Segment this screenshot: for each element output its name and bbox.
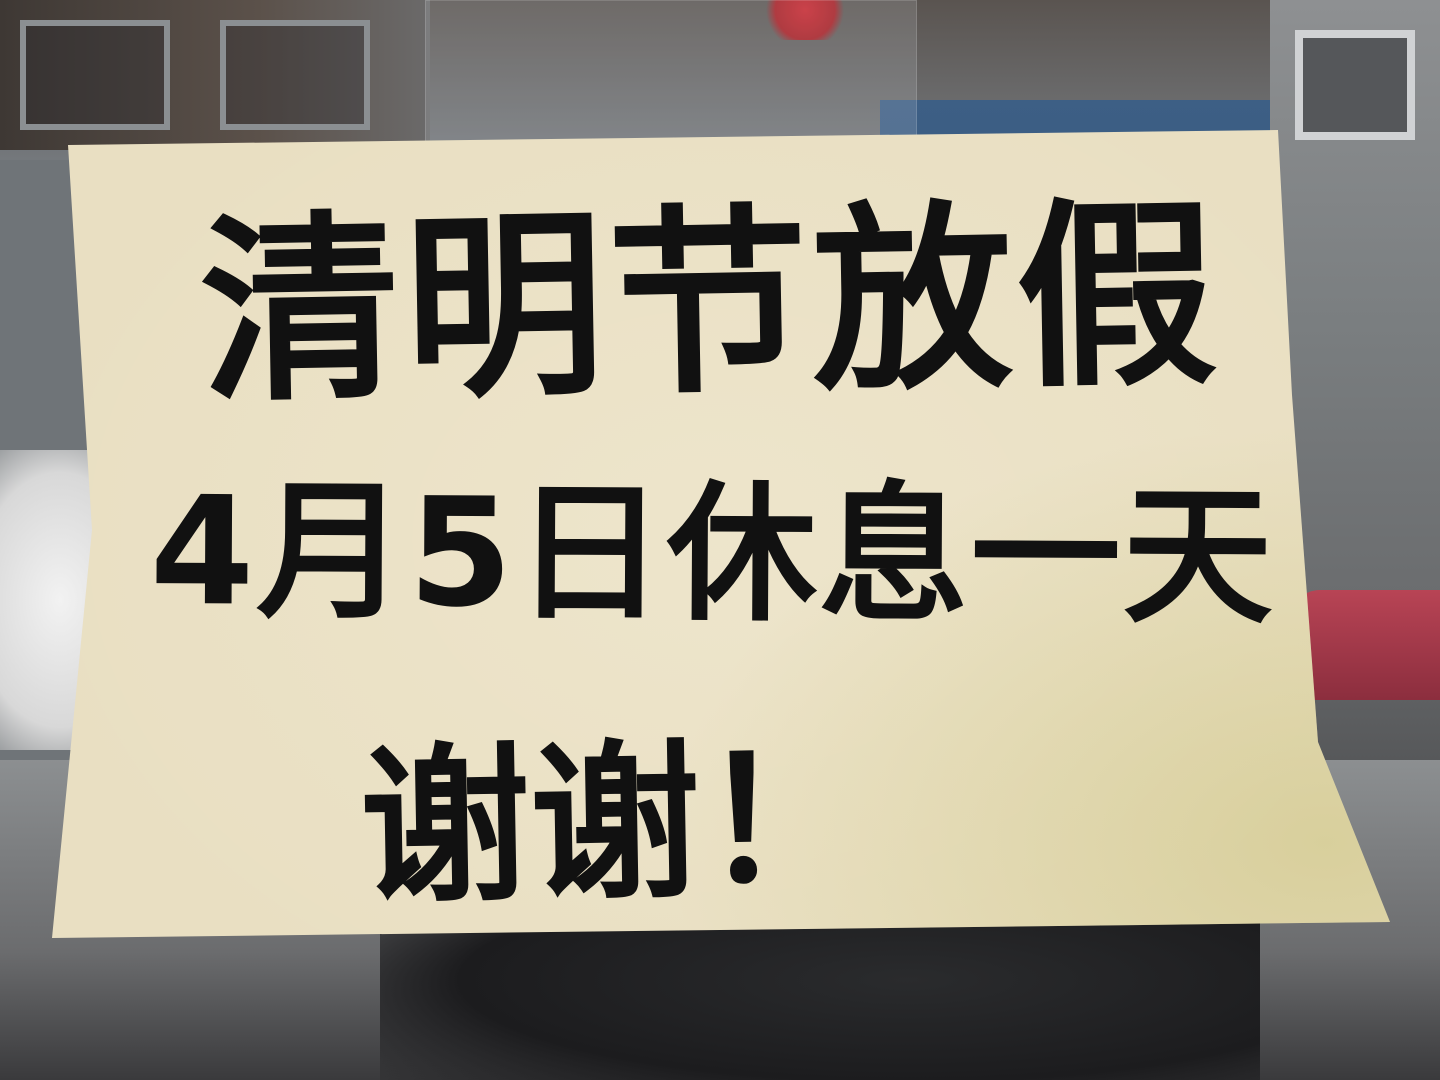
red-car-reflection — [1290, 590, 1440, 700]
building-window — [220, 20, 370, 130]
notice-line-date: 4月5日休息一天 — [149, 465, 1276, 645]
red-paper-flower — [760, 0, 850, 40]
notice-line-thanks: 谢谢！ — [358, 721, 872, 928]
building-window — [20, 20, 170, 130]
notice-line-holiday: 清明节放假 — [198, 179, 1223, 430]
right-window — [1295, 30, 1415, 140]
